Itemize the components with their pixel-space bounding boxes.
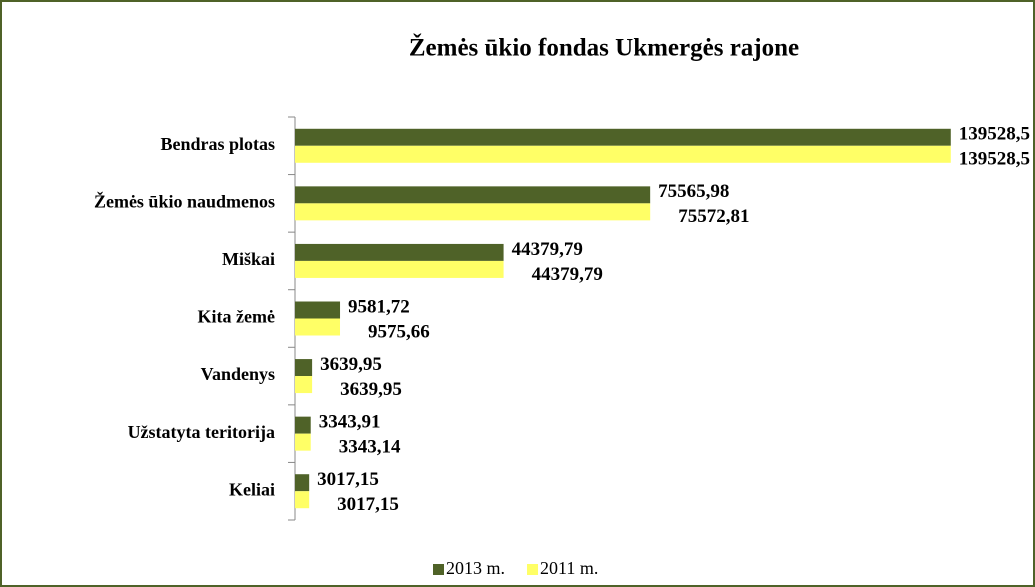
data-label: 75565,98 — [658, 181, 729, 202]
y-tick-label: Užstatyta teritorija — [128, 422, 275, 442]
bar — [295, 145, 951, 163]
bar — [295, 186, 651, 204]
y-tick-label: Vandenys — [201, 364, 275, 384]
data-label: 75572,81 — [678, 206, 749, 227]
data-label: 44379,79 — [532, 264, 603, 285]
data-label: 3017,15 — [337, 494, 399, 515]
data-label: 44379,79 — [512, 239, 583, 260]
bar — [295, 128, 951, 146]
bar — [295, 318, 341, 336]
bar — [295, 203, 651, 221]
y-tick-label: Keliai — [229, 479, 275, 499]
bar — [295, 433, 311, 451]
legend-label: 2011 m. — [540, 558, 598, 578]
data-label: 139528,5 — [959, 124, 1030, 145]
data-label: 3343,14 — [339, 437, 401, 458]
data-label: 3017,15 — [317, 469, 379, 490]
bar — [295, 376, 313, 394]
y-tick-label: Miškai — [222, 249, 275, 269]
bar — [295, 491, 310, 509]
data-label: 3639,95 — [320, 354, 382, 375]
data-label: 9575,66 — [368, 321, 430, 342]
data-label: 9581,72 — [348, 296, 410, 317]
data-label: 3343,91 — [319, 412, 381, 433]
legend-swatch — [433, 564, 444, 575]
bar — [295, 243, 504, 261]
data-label: 139528,5 — [959, 149, 1030, 170]
legend-label: 2013 m. — [446, 558, 505, 578]
bar — [295, 359, 313, 377]
bar — [295, 474, 310, 492]
data-label: 3639,95 — [340, 379, 402, 400]
chart-title: Žemės ūkio fondas Ukmergės rajone — [409, 34, 799, 62]
bar — [295, 416, 311, 434]
y-tick-label: Žemės ūkio naudmenos — [94, 190, 275, 211]
legend-swatch — [527, 564, 539, 575]
bar — [295, 260, 504, 278]
bar — [295, 301, 341, 319]
y-tick-label: Kita žemė — [198, 307, 275, 327]
y-tick-label: Bendras plotas — [160, 134, 275, 154]
